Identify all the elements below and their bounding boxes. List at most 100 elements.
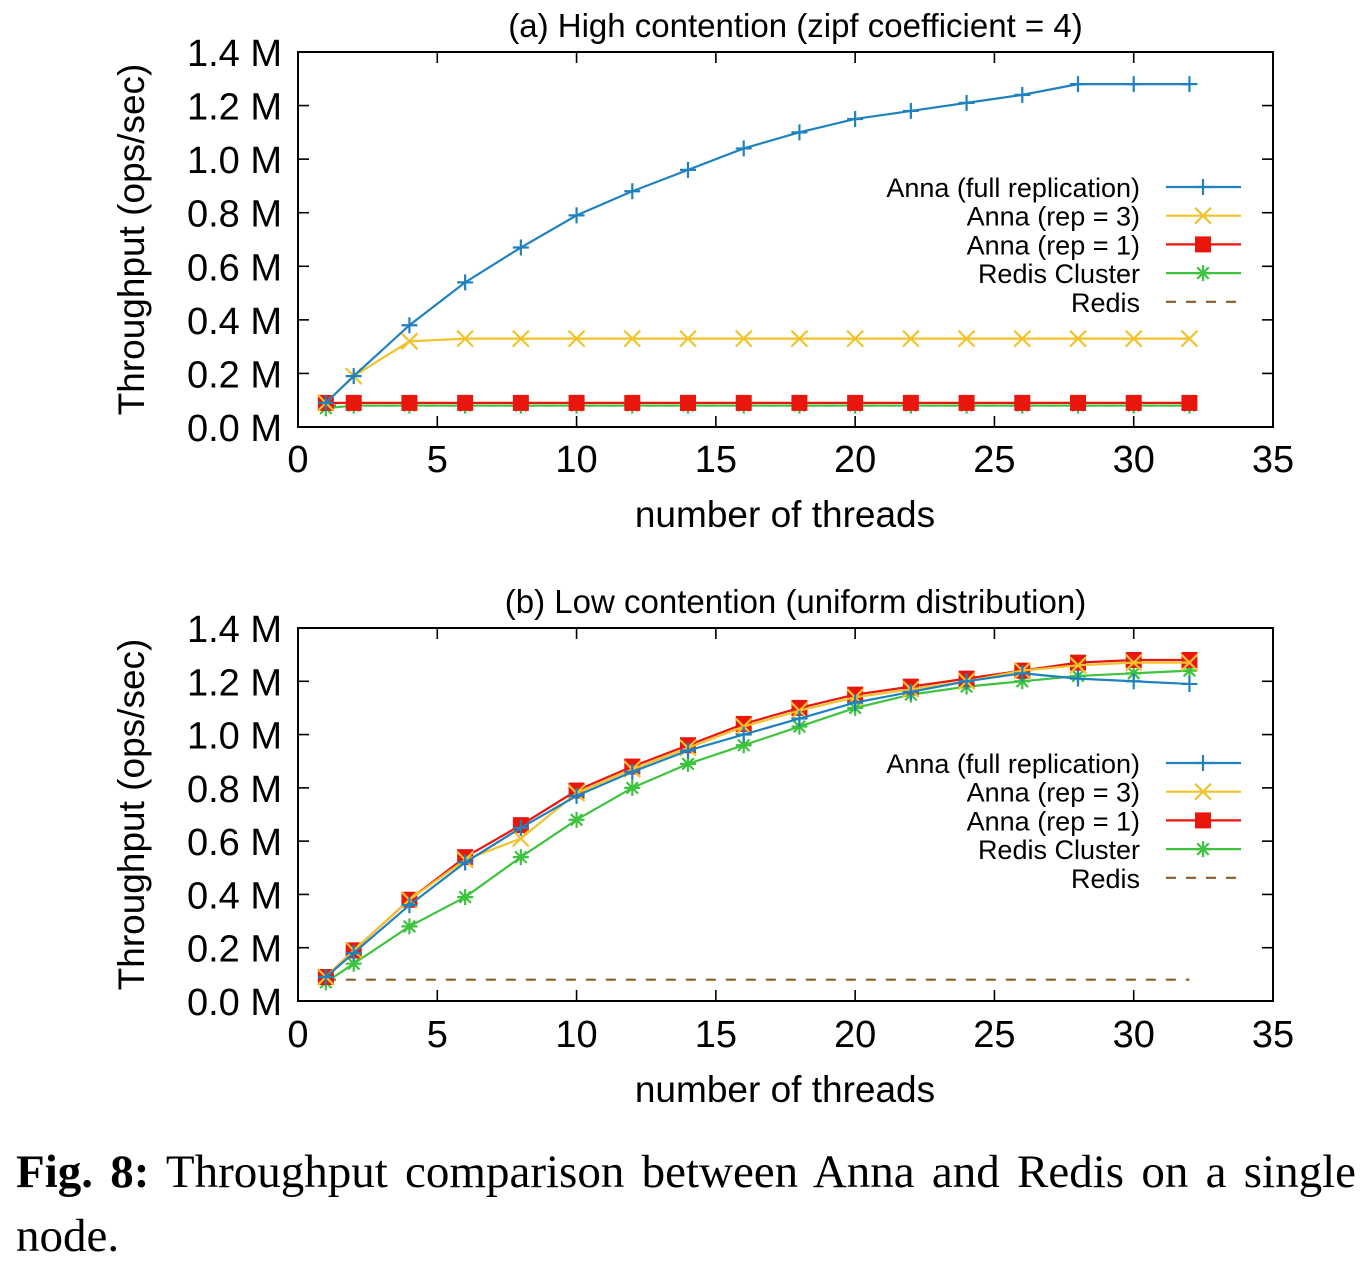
data-point <box>1180 653 1199 672</box>
caption-label: Fig. 8: <box>16 1146 150 1198</box>
data-point <box>345 368 362 385</box>
x-tick-label: 5 <box>427 1014 448 1056</box>
x-tick-label: 30 <box>1113 1014 1155 1056</box>
data-point <box>1181 76 1198 93</box>
data-point <box>345 394 362 411</box>
data-point <box>958 394 975 411</box>
data-point <box>345 945 362 962</box>
data-point <box>457 394 474 411</box>
data-point <box>790 329 809 348</box>
x-tick-label: 25 <box>973 1014 1015 1056</box>
figure-canvas: (a) High contention (zipf coefficient = … <box>111 7 1294 1110</box>
data-point <box>1181 394 1198 411</box>
data-point <box>1125 673 1142 690</box>
x-tick-label: 30 <box>1113 439 1155 481</box>
data-point <box>1014 86 1031 103</box>
data-point <box>512 849 529 866</box>
y-tick-label: 0.8 M <box>187 194 282 236</box>
y-tick-label: 0.8 M <box>187 769 282 811</box>
y-axis-label: Throughput (ops/sec) <box>111 64 152 416</box>
x-tick-label: 35 <box>1252 1014 1294 1056</box>
y-tick-label: 1.0 M <box>187 716 282 758</box>
y-tick-label: 0.0 M <box>187 982 282 1024</box>
data-point <box>1181 662 1198 679</box>
y-tick-label: 0.6 M <box>187 247 282 289</box>
y-axis-label: Throughput (ops/sec) <box>111 639 152 991</box>
x-tick-label: 20 <box>834 439 876 481</box>
chart-title: (b) Low contention (uniform distribution… <box>505 583 1086 620</box>
x-tick-label: 20 <box>834 1014 876 1056</box>
x-tick-label: 25 <box>973 439 1015 481</box>
data-point <box>1124 653 1143 672</box>
chart-title: (a) High contention (zipf coefficient = … <box>508 7 1082 44</box>
data-point <box>1125 76 1142 93</box>
plot-frame <box>297 51 1274 428</box>
data-point <box>1181 675 1198 692</box>
y-tick-label: 1.0 M <box>187 140 282 182</box>
legend-label: Redis <box>1071 288 1140 318</box>
y-tick-label: 0.0 M <box>187 408 282 450</box>
legend-swatch-marker <box>1195 179 1211 195</box>
legend-label: Anna (rep = 1) <box>967 230 1140 260</box>
series-anna-full-replication <box>317 76 1198 411</box>
caption-text: Throughput comparison between Anna and R… <box>16 1146 1356 1262</box>
legend-label: Redis Cluster <box>978 835 1140 865</box>
data-point <box>401 918 418 935</box>
data-point <box>401 317 418 334</box>
data-point <box>680 755 696 772</box>
y-tick-label: 1.2 M <box>187 662 282 704</box>
data-point <box>624 183 641 200</box>
data-point <box>958 673 975 690</box>
y-tick-label: 1.4 M <box>187 33 282 75</box>
legend-label: Redis <box>1071 864 1140 894</box>
data-point <box>567 329 586 348</box>
data-point <box>847 694 864 711</box>
data-point <box>902 329 920 348</box>
data-point <box>735 394 752 411</box>
legend-swatch-marker <box>1195 841 1211 858</box>
data-point <box>345 955 362 972</box>
x-tick-label: 0 <box>287 1014 308 1056</box>
x-tick-label: 35 <box>1252 439 1294 481</box>
data-point <box>791 710 808 727</box>
legend-swatch-marker <box>1195 236 1211 253</box>
data-point <box>958 94 975 111</box>
legend-label: Redis Cluster <box>978 259 1140 289</box>
series-line <box>325 337 1190 404</box>
data-point <box>846 329 864 348</box>
data-point <box>1014 394 1031 411</box>
data-point <box>400 332 419 351</box>
data-point <box>735 140 752 157</box>
data-point <box>902 102 919 119</box>
data-point <box>623 329 642 348</box>
series-anna-rep-1 <box>317 394 1198 411</box>
data-point <box>401 897 418 914</box>
data-point <box>847 110 864 127</box>
data-point <box>512 394 529 411</box>
data-point <box>1125 651 1142 668</box>
data-point <box>457 854 474 871</box>
data-point <box>317 969 334 986</box>
series-line <box>325 404 1190 410</box>
data-point <box>317 394 334 411</box>
data-point <box>568 787 585 804</box>
legend: Anna (full replication)Anna (rep = 3)Ann… <box>886 749 1241 894</box>
y-tick-label: 0.2 M <box>187 354 282 396</box>
data-point <box>680 394 696 411</box>
legend-swatch-marker <box>1194 206 1212 225</box>
legend-label: Anna (full replication) <box>886 749 1140 779</box>
data-point <box>957 329 976 348</box>
legend-swatch-marker <box>1194 782 1212 801</box>
data-point <box>457 274 474 291</box>
data-point <box>1070 654 1086 671</box>
data-point <box>1125 394 1142 411</box>
legend-label: Anna (rep = 3) <box>967 778 1140 808</box>
legend-swatch-marker <box>1195 755 1211 771</box>
data-point <box>1070 670 1086 687</box>
data-point <box>1124 329 1143 348</box>
data-point <box>734 329 753 348</box>
figure-caption: Fig. 8: Throughput comparison between An… <box>16 1140 1356 1268</box>
data-point <box>791 394 808 411</box>
y-tick-label: 0.4 M <box>187 875 282 917</box>
y-tick-label: 0.6 M <box>187 822 282 864</box>
